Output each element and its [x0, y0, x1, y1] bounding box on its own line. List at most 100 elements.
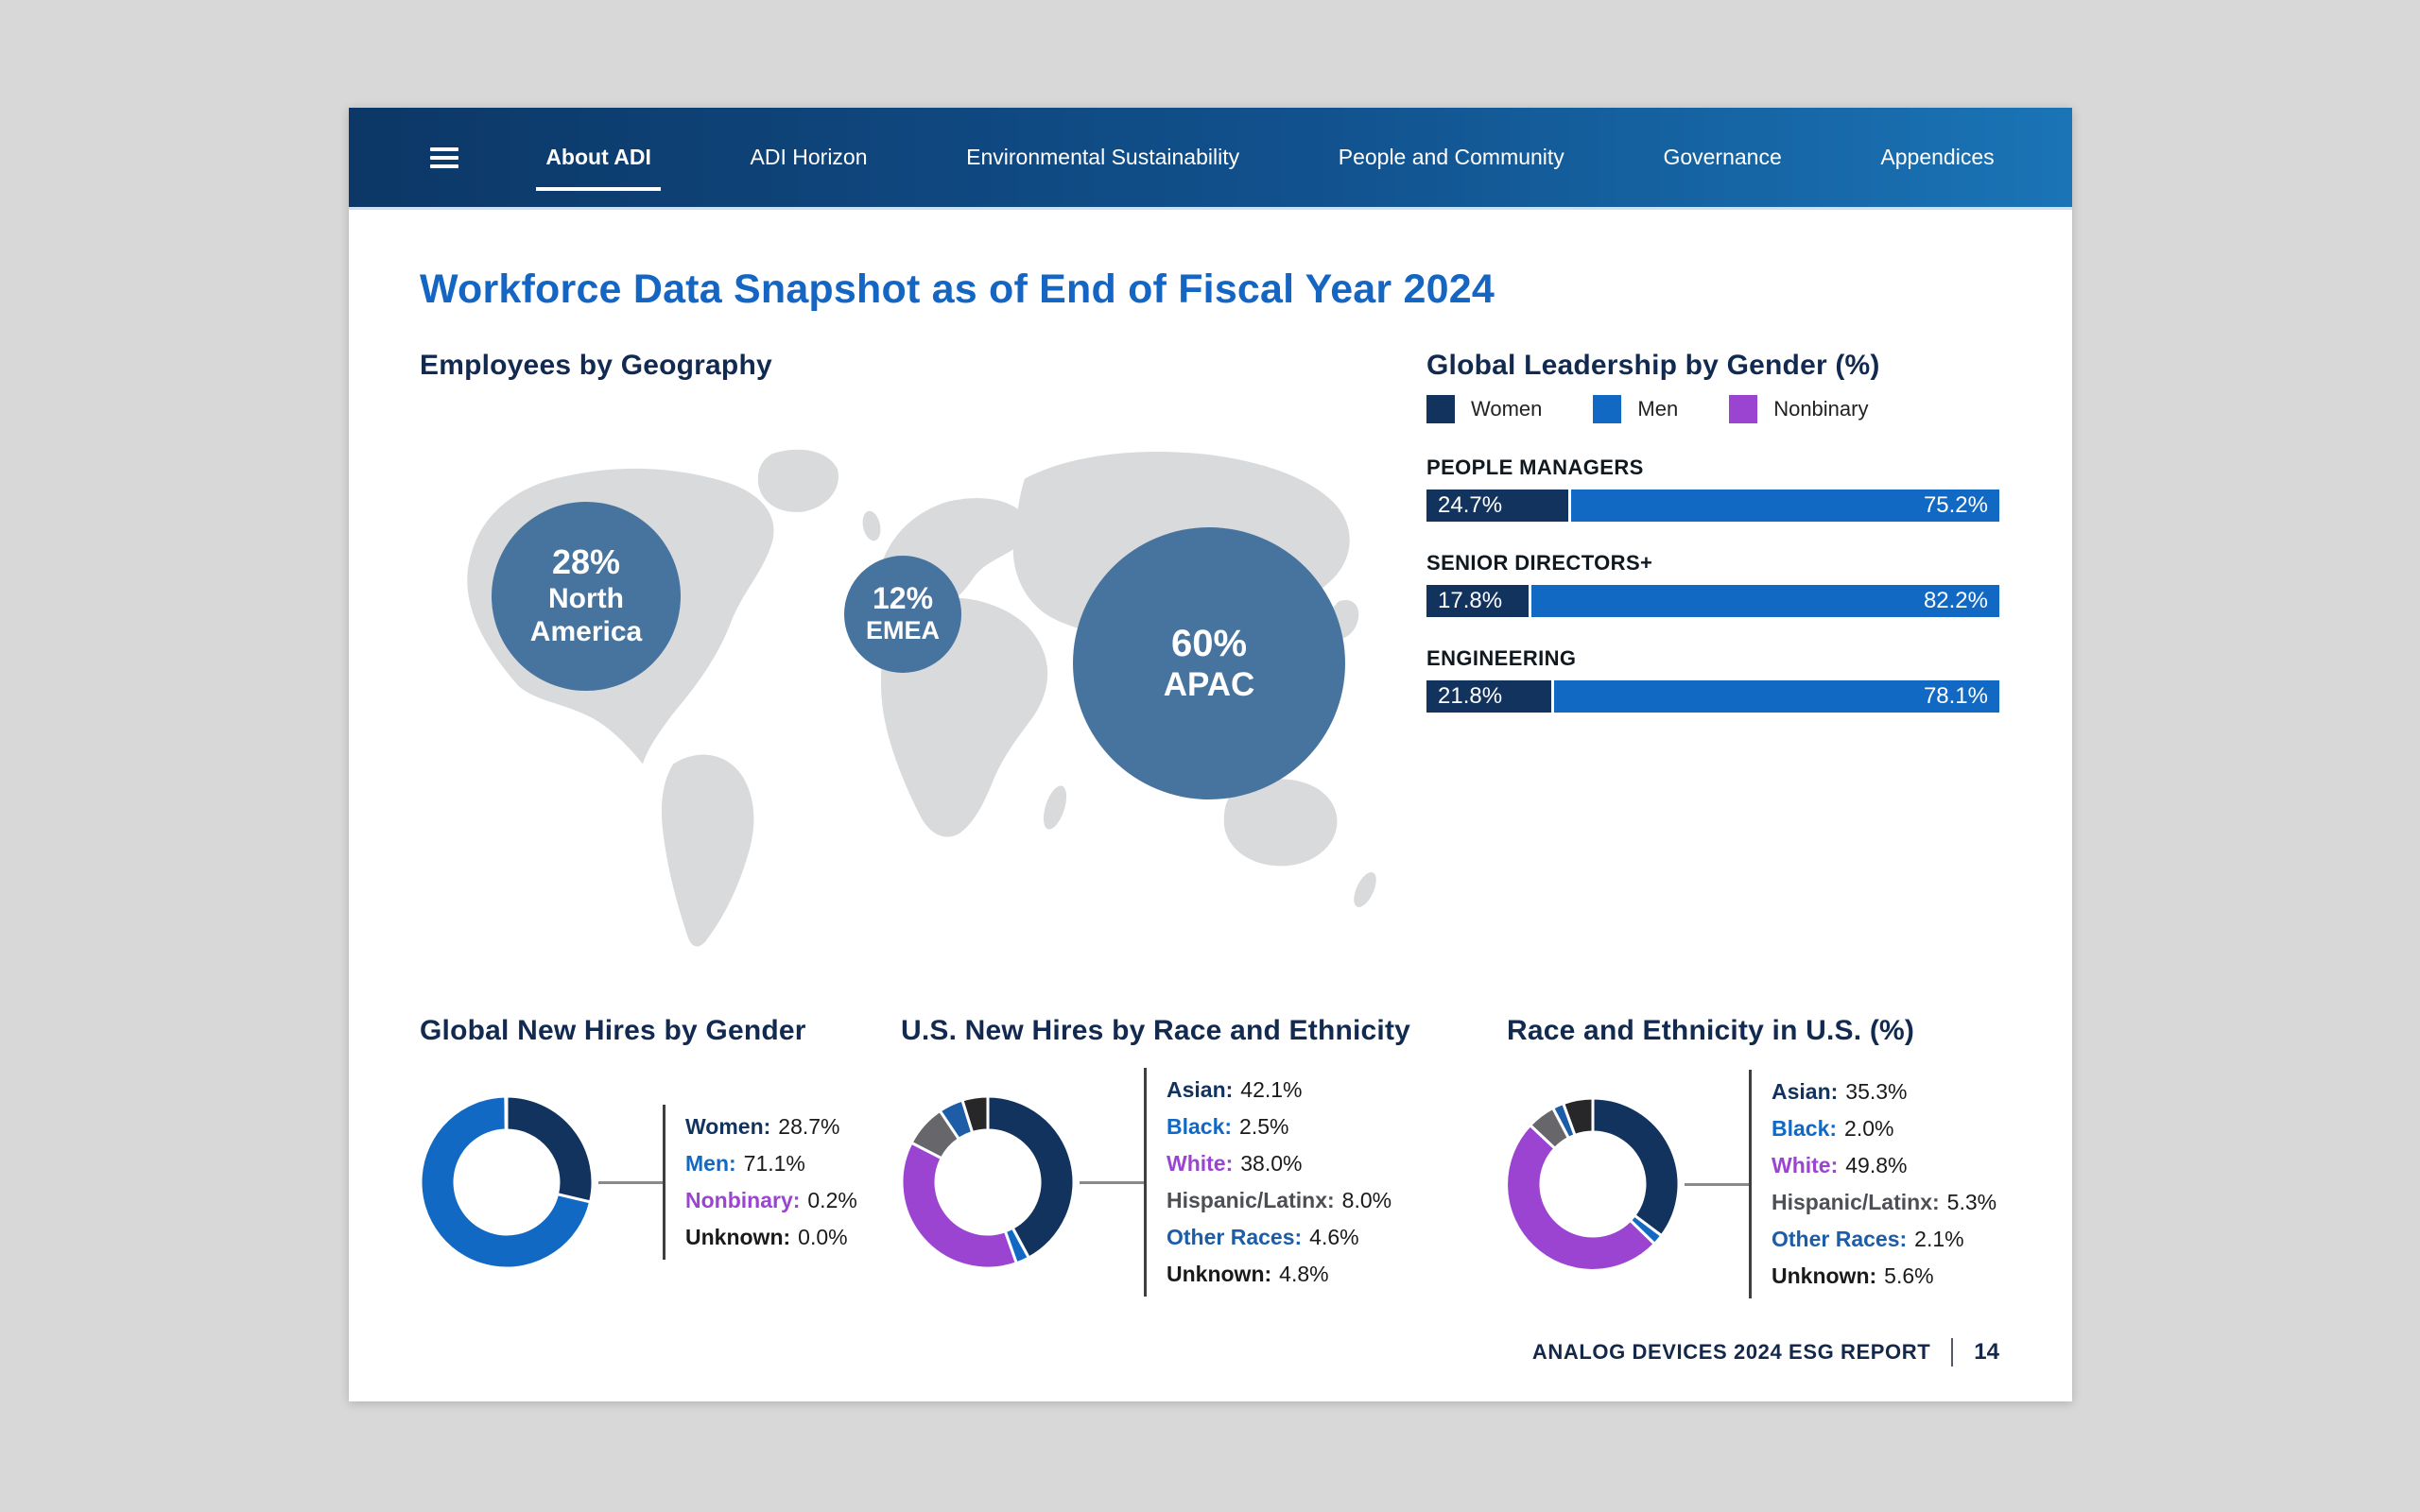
donut-chart-new-hires-gender — [419, 1094, 595, 1270]
donut-segment-men — [419, 1094, 593, 1270]
nav-item-governance[interactable]: Governance — [1663, 145, 1782, 169]
pie-row-label: Other Races: — [1167, 1225, 1303, 1249]
pie-row-nonbinary: Nonbinary: 0.2% — [685, 1182, 857, 1219]
bar-category-label: PEOPLE MANAGERS — [1426, 455, 1644, 479]
pie-labels-us-race: Asian: 35.3% Black: 2.0% White: 49.8% Hispanic… — [1772, 1074, 1996, 1295]
pie-row-value: 2.1% — [1914, 1227, 1964, 1251]
legend-item-nonbinary: Nonbinary — [1729, 395, 1868, 423]
bar-seg-women: 21.8% — [1426, 680, 1552, 713]
pie-row-value: 49.8% — [1845, 1153, 1908, 1177]
geo-bubble-apac: 60% APAC — [1073, 527, 1345, 799]
donut-segment-unknown — [960, 1094, 990, 1135]
menu-icon[interactable] — [430, 143, 458, 173]
pie-row-value: 0.2% — [807, 1188, 857, 1212]
bar-engineering: 21.8% 78.1% — [1426, 680, 1999, 713]
donut-chart-us-race — [1505, 1096, 1681, 1272]
top-navigation: About ADI ADI Horizon Environmental Sustai… — [349, 108, 2072, 210]
pie-row-white: White: 49.8% — [1772, 1147, 1996, 1184]
pie-label-rule — [1144, 1068, 1147, 1297]
geo-bubble-region: North America — [529, 582, 643, 648]
legend-label: Women — [1471, 397, 1543, 421]
footer-divider — [1951, 1338, 1954, 1366]
bar-group-senior-directors: SENIOR DIRECTORS+ 17.8% 82.2% — [1426, 551, 1999, 617]
bar-people-managers: 24.7% 75.2% — [1426, 490, 1999, 522]
pie-row-value: 2.5% — [1239, 1114, 1289, 1139]
donut-segment-unknown — [1561, 1096, 1595, 1138]
geo-bubble-value: 28% — [551, 542, 621, 582]
bar-senior-directors: 17.8% 82.2% — [1426, 585, 1999, 617]
pie-connector-line — [1685, 1183, 1749, 1186]
bar-seg-women: 24.7% — [1426, 490, 1568, 522]
pie-row-label: Unknown: — [1772, 1263, 1877, 1288]
nav-item-environmental-sustainability[interactable]: Environmental Sustainability — [966, 145, 1240, 169]
pie-row-other-races: Other Races: 2.1% — [1772, 1221, 1996, 1258]
legend-label: Men — [1637, 397, 1679, 421]
pie-row-asian: Asian: 42.1% — [1167, 1072, 1392, 1108]
pie-row-label: Women: — [685, 1114, 771, 1139]
geo-bubble-value: 12% — [872, 581, 934, 616]
pie-block-new-hires-gender: Women: 28.7% Men: 71.1% Nonbinary: 0.2% Unknow… — [419, 1094, 910, 1307]
bar-group-people-managers: PEOPLE MANAGERS 24.7% 75.2% — [1426, 455, 1999, 522]
pie-row-label: Unknown: — [1167, 1262, 1272, 1286]
bar-group-engineering: ENGINEERING 21.8% 78.1% — [1426, 646, 1999, 713]
pie-row-value: 35.3% — [1845, 1079, 1908, 1104]
nav-item-people-and-community[interactable]: People and Community — [1338, 145, 1564, 169]
pie-row-value: 2.0% — [1844, 1116, 1894, 1141]
pie-row-value: 5.3% — [1946, 1190, 1997, 1214]
legend-swatch-men — [1593, 395, 1622, 423]
legend-item-women: Women — [1426, 395, 1542, 423]
page-footer: ANALOG DEVICES 2024 ESG REPORT 14 — [1532, 1338, 1999, 1366]
nav-item-about-adi[interactable]: About ADI — [536, 137, 661, 191]
donut-segment-white — [900, 1141, 1019, 1270]
donut-segment-white — [1505, 1123, 1657, 1272]
geo-bubble-emea: 12% EMEA — [844, 556, 961, 673]
pie-block-us-new-hires-race: Asian: 42.1% Black: 2.5% White: 38.0% Hispanic… — [900, 1068, 1392, 1307]
bar-category-label: SENIOR DIRECTORS+ — [1426, 551, 1653, 575]
pie-row-unknown: Unknown: 0.0% — [685, 1219, 857, 1256]
pie-row-value: 4.8% — [1279, 1262, 1329, 1286]
pie-row-other-races: Other Races: 4.6% — [1167, 1219, 1392, 1256]
pie-row-label: White: — [1772, 1153, 1839, 1177]
pie-row-label: Asian: — [1167, 1077, 1234, 1102]
legend-swatch-nonbinary — [1729, 395, 1758, 423]
bar-category-label: ENGINEERING — [1426, 646, 1577, 670]
pie-row-women: Women: 28.7% — [685, 1108, 857, 1145]
bar-seg-men: 75.2% — [1570, 490, 1999, 522]
geo-bubble-value: 60% — [1170, 622, 1248, 664]
geo-bubble-region: APAC — [1163, 665, 1255, 703]
legend-label: Nonbinary — [1773, 397, 1869, 421]
pie-label-rule — [1749, 1070, 1752, 1298]
leadership-legend: Women Men Nonbinary — [1426, 395, 1868, 423]
pie-row-label: Hispanic/Latinx: — [1772, 1190, 1940, 1214]
pie-row-label: Asian: — [1772, 1079, 1839, 1104]
leadership-bars: PEOPLE MANAGERS 24.7% 75.2% SENIOR DIRECTOR… — [1426, 455, 1999, 742]
pie-row-label: Unknown: — [685, 1225, 791, 1249]
pie-row-black: Black: 2.5% — [1167, 1108, 1392, 1145]
pie-row-value: 71.1% — [743, 1151, 805, 1176]
pie-row-value: 8.0% — [1341, 1188, 1392, 1212]
pie-row-men: Men: 71.1% — [685, 1145, 857, 1182]
pie-title-us-race: Race and Ethnicity in U.S. (%) — [1507, 1015, 1915, 1046]
pie-connector-line — [598, 1181, 663, 1184]
donut-segment-asian — [986, 1094, 1076, 1261]
pie-title-us-new-hires-race: U.S. New Hires by Race and Ethnicity — [901, 1015, 1411, 1046]
pie-title-new-hires-gender: Global New Hires by Gender — [420, 1015, 806, 1046]
legend-item-men: Men — [1593, 395, 1678, 423]
pie-row-label: Other Races: — [1772, 1227, 1908, 1251]
page-number: 14 — [1974, 1339, 1999, 1365]
pie-row-unknown: Unknown: 5.6% — [1772, 1258, 1996, 1295]
pie-row-black: Black: 2.0% — [1772, 1110, 1996, 1147]
pie-block-us-race: Asian: 35.3% Black: 2.0% White: 49.8% Hispanic… — [1505, 1070, 1996, 1309]
bar-seg-men: 78.1% — [1554, 680, 1999, 713]
pie-connector-line — [1080, 1181, 1144, 1184]
geo-section-heading: Employees by Geography — [420, 350, 772, 381]
nav-item-adi-horizon[interactable]: ADI Horizon — [750, 145, 868, 169]
pie-row-label: Black: — [1772, 1116, 1838, 1141]
nav-items: About ADI ADI Horizon Environmental Sustai… — [496, 137, 2044, 191]
pie-row-value: 42.1% — [1240, 1077, 1303, 1102]
pie-labels-us-new-hires-race: Asian: 42.1% Black: 2.5% White: 38.0% Hispanic… — [1167, 1072, 1392, 1293]
pie-row-label: White: — [1167, 1151, 1234, 1176]
nav-item-appendices[interactable]: Appendices — [1880, 145, 1995, 169]
pie-labels-new-hires-gender: Women: 28.7% Men: 71.1% Nonbinary: 0.2% Unknow… — [685, 1108, 857, 1256]
report-window: About ADI ADI Horizon Environmental Sustai… — [349, 108, 2072, 1401]
